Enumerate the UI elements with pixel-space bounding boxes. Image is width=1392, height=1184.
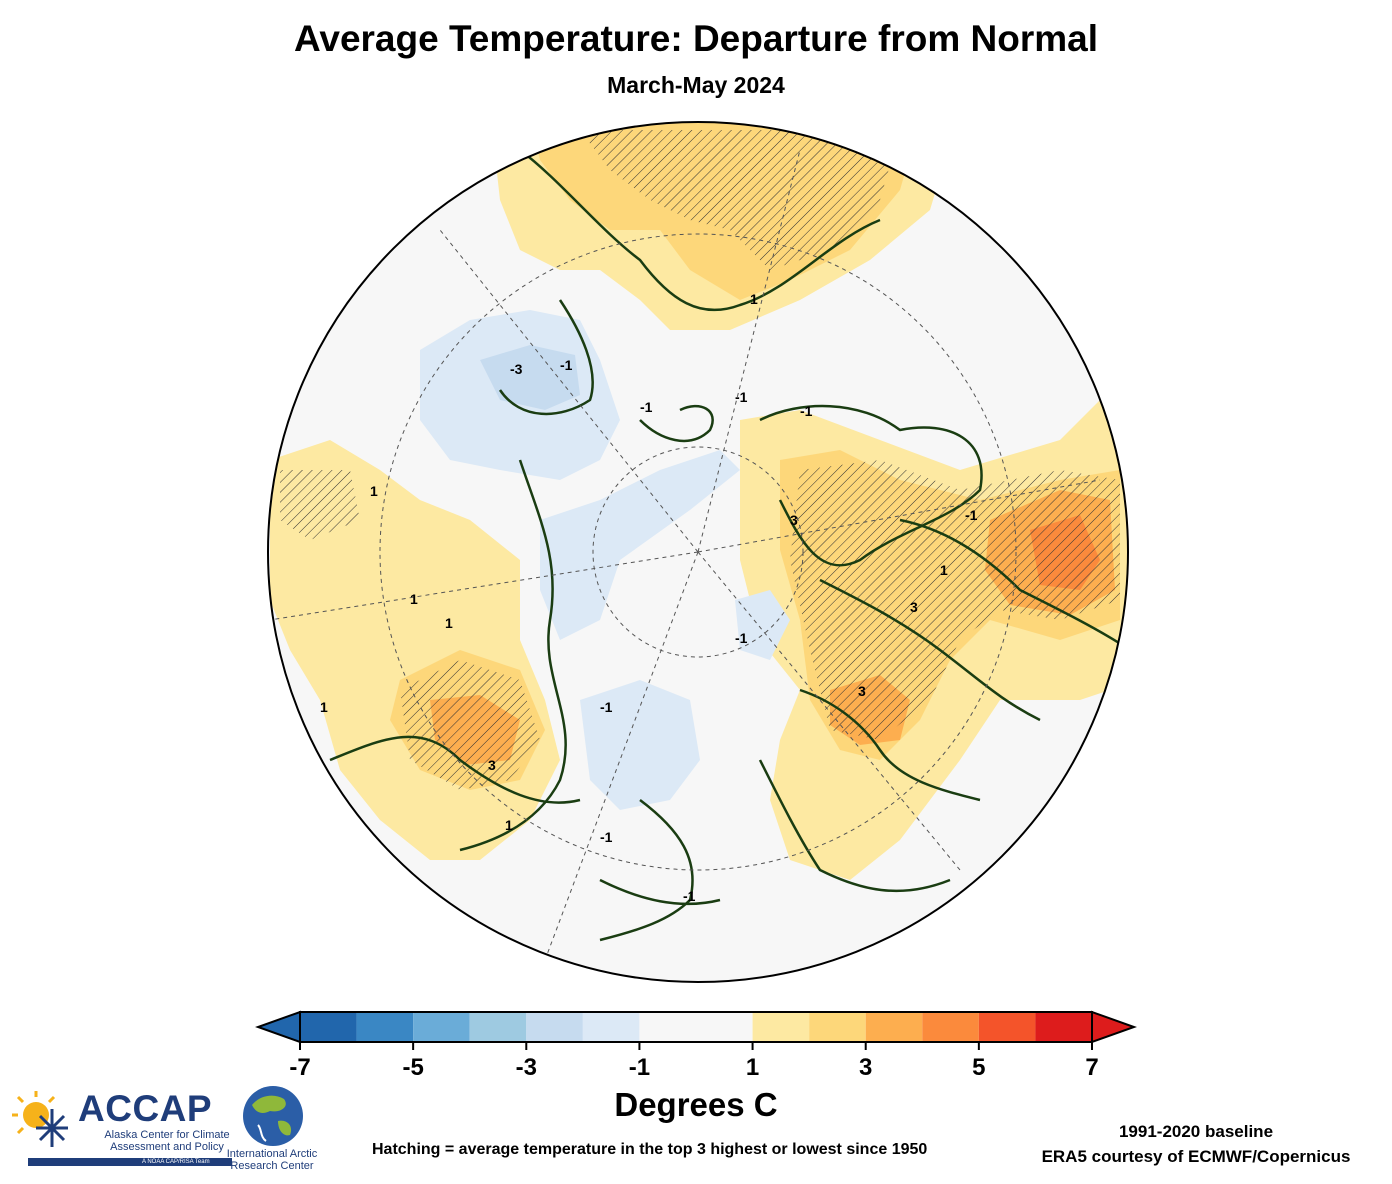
colorbar-bin — [922, 1012, 979, 1042]
hatching-note: Hatching = average temperature in the to… — [372, 1141, 928, 1158]
contour-label: 1 — [940, 562, 948, 578]
colorbar-bin — [978, 1012, 1036, 1042]
contour-label: -1 — [640, 399, 653, 415]
colorbar-over-arrow — [1091, 1010, 1137, 1044]
map-subtitle: March-May 2024 — [607, 72, 785, 98]
anomaly-region-canada-cold — [580, 680, 700, 810]
colorbar-bin — [809, 1012, 866, 1042]
data-credits: 1991-2020 baseline ERA5 courtesy of ECMW… — [1022, 1119, 1370, 1169]
contour-label: -1 — [965, 507, 978, 523]
colorbar — [255, 1010, 1137, 1050]
graticule — [269, 149, 1101, 961]
contour-label: 3 — [790, 512, 798, 528]
colorbar-tick-label: -7 — [289, 1054, 311, 1081]
colorbar-tick-label: 7 — [1085, 1054, 1099, 1081]
contour-label: 1 — [410, 591, 418, 607]
iarc-logo-name: International Arctic Research Center — [226, 1148, 318, 1172]
globe-outline — [267, 121, 1129, 983]
contour-label: 1 — [320, 699, 328, 715]
contour-label: 3 — [910, 599, 918, 615]
map-title: Average Temperature: Departure from Norm… — [294, 18, 1098, 59]
source-text: ERA5 courtesy of ECMWF/Copernicus — [1041, 1147, 1351, 1166]
colorbar-tick-label: 3 — [859, 1054, 873, 1081]
iarc-logo: International Arctic Research Center — [226, 1085, 326, 1180]
contour-label: 1 — [445, 615, 453, 631]
colorbar-bin — [300, 1012, 357, 1042]
colorbar-tick-label: 5 — [972, 1054, 986, 1081]
contour-label: -1 — [735, 389, 748, 405]
anomaly-region-east-siberia-colder — [480, 345, 580, 410]
anomaly-region-arctic-ocean-cold — [540, 450, 740, 640]
colorbar-bin — [1035, 1012, 1092, 1042]
contour-label: -1 — [600, 829, 613, 845]
colorbar-tick-label: -1 — [628, 1054, 651, 1081]
contour-label: -1 — [735, 630, 748, 646]
colorbar-bin — [413, 1012, 470, 1042]
contour-label: 1 — [750, 291, 758, 307]
globe-icon — [243, 1086, 303, 1146]
contour-label: 1 — [505, 817, 513, 833]
colorbar-bin — [639, 1012, 753, 1042]
colorbar-tick-label: -5 — [402, 1054, 424, 1081]
anomaly-region-beaufort-cold — [735, 590, 790, 660]
colorbar-under-arrow — [255, 1010, 301, 1044]
colorbar-title: Degrees C — [614, 1086, 778, 1123]
colorbar-bin — [752, 1012, 810, 1042]
record-hatching — [280, 130, 1120, 790]
accap-logo-subtitle: Alaska Center for Climate Assessment and… — [104, 1129, 230, 1153]
colorbar-tick-label: 1 — [745, 1054, 760, 1081]
colorbar-tick-label: -3 — [515, 1054, 537, 1081]
colorbar-bin — [526, 1012, 583, 1042]
contour-label: -1 — [560, 357, 573, 373]
baseline-text: 1991-2020 baseline — [1118, 1122, 1274, 1141]
accap-logo: ACCAP Alaska Center for Climate Assessme… — [12, 1085, 232, 1175]
colorbar-bin — [582, 1012, 640, 1042]
contour-label: 3 — [488, 757, 496, 773]
contour-label: -1 — [683, 888, 696, 904]
contour-labels: 3 -3 -1 -1 -1 1 3 3 1 1 3 1 1 -1 -1 -1 -… — [320, 291, 978, 904]
colorbar-bin — [356, 1012, 414, 1042]
contour-label: -1 — [800, 403, 813, 419]
contour-label: -1 — [600, 699, 613, 715]
contour-label: 1 — [370, 483, 378, 499]
contour-label: -3 — [510, 361, 523, 377]
accap-logo-name: ACCAP — [78, 1088, 213, 1129]
coastlines — [329, 149, 1128, 942]
accap-logo-bar — [28, 1158, 232, 1166]
sun-snowflake-icon — [12, 1091, 68, 1147]
contour-label: 3 — [858, 683, 866, 699]
accap-logo-tag: A NOAA CAP/RISA Team — [142, 1159, 210, 1165]
colorbar-bin — [469, 1012, 527, 1042]
colorbar-bin — [865, 1012, 923, 1042]
